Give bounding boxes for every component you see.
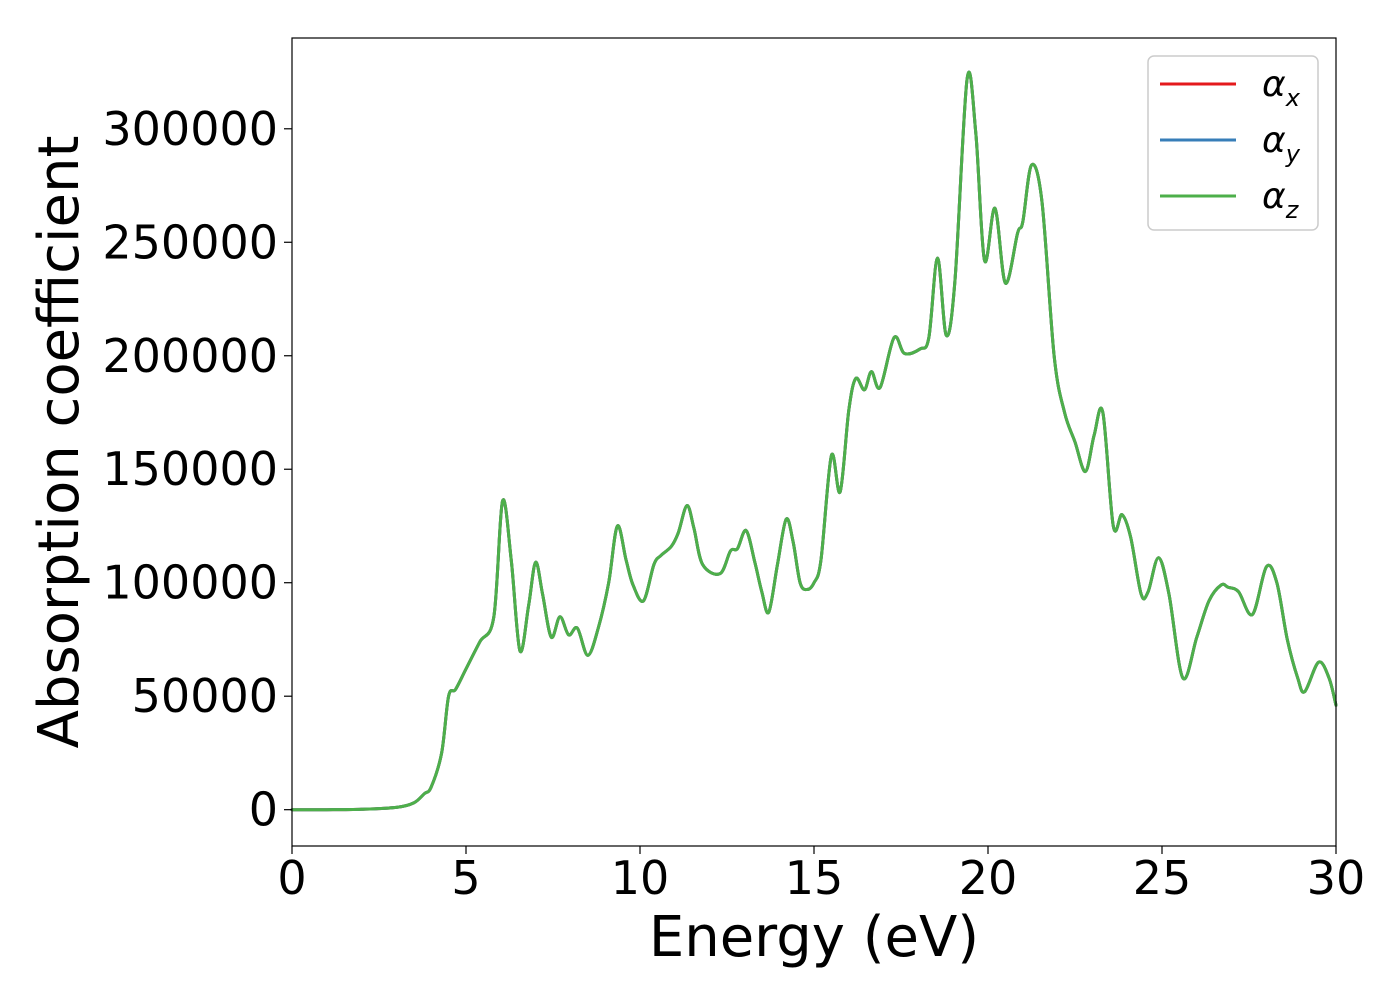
y-axis-ticks: 0 50000 100000 150000 200000 250000 300000 bbox=[102, 102, 292, 837]
x-tick-label: 20 bbox=[959, 851, 1018, 905]
x-axis-title: Energy (eV) bbox=[649, 905, 979, 970]
x-tick-label: 25 bbox=[1133, 851, 1192, 905]
x-axis-ticks: 0 5 10 15 20 25 30 bbox=[277, 846, 1365, 905]
series-line-alpha-z bbox=[290, 70, 1338, 812]
y-tick-label: 200000 bbox=[102, 329, 278, 383]
y-tick-label: 100000 bbox=[102, 556, 278, 610]
y-tick-label: 50000 bbox=[132, 669, 278, 723]
x-tick-label: 30 bbox=[1307, 851, 1366, 905]
x-tick-label: 10 bbox=[611, 851, 670, 905]
y-tick-label: 250000 bbox=[102, 215, 278, 269]
y-tick-label: 300000 bbox=[102, 102, 278, 156]
series-layer bbox=[290, 70, 1338, 812]
legend-label-alpha-z: αz bbox=[1262, 176, 1300, 224]
y-tick-label: 0 bbox=[249, 783, 278, 837]
y-axis-title: Absorption coefficient bbox=[27, 136, 92, 749]
legend-box bbox=[1147, 55, 1319, 231]
y-tick-label: 150000 bbox=[102, 442, 278, 496]
x-tick-label: 15 bbox=[785, 851, 844, 905]
x-tick-label: 0 bbox=[277, 851, 306, 905]
x-tick-label: 5 bbox=[451, 851, 480, 905]
